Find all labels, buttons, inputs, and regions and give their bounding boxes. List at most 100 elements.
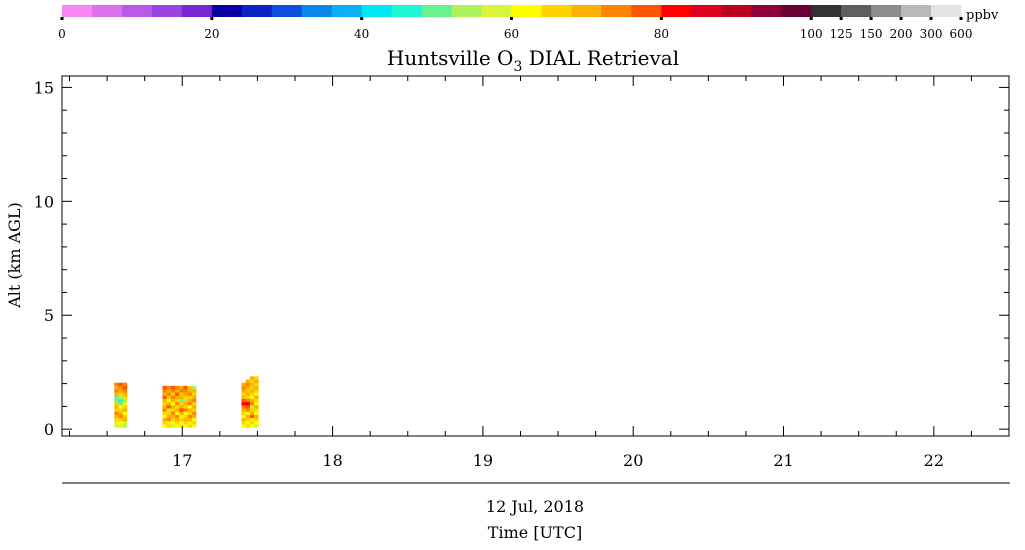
x-tick-label: 19 — [473, 451, 493, 470]
ozone-cell — [175, 385, 180, 390]
colorbar-swatch — [781, 5, 812, 17]
colorbar-swatch — [91, 5, 123, 17]
ozone-cell — [191, 414, 197, 419]
x-tick-label: 17 — [172, 451, 192, 470]
colorbar-swatch — [181, 5, 213, 17]
ozone-cell — [122, 398, 128, 403]
colorbar-swatch — [121, 5, 153, 17]
colorbar-tick-label: 600 — [950, 27, 973, 41]
ozone-cell — [241, 408, 246, 412]
colorbar-swatch — [661, 5, 692, 17]
ozone-cell — [175, 408, 180, 412]
ozone-cell — [245, 392, 251, 396]
ozone-cell — [254, 401, 259, 406]
ozone-cell — [191, 411, 197, 415]
ozone-cell — [175, 392, 180, 396]
ozone-cell — [114, 392, 119, 396]
ozone-cell — [241, 398, 246, 403]
ozone-cell — [183, 392, 188, 396]
ozone-cell — [122, 389, 128, 393]
ozone-cell — [122, 420, 128, 425]
ozone-cell — [118, 414, 124, 419]
y-axis-label: Alt (km AGL) — [5, 202, 24, 309]
ozone-cell — [245, 417, 251, 422]
colorbar-swatch — [481, 5, 512, 17]
ozone-cell — [241, 382, 246, 387]
ozone-cell — [175, 401, 180, 406]
ozone-cell — [187, 408, 193, 412]
colorbar-swatch — [151, 5, 183, 17]
colorbar-swatch — [841, 5, 872, 17]
colorbar-swatch — [811, 5, 842, 17]
ozone-cell — [179, 414, 184, 419]
ozone-cell — [162, 414, 167, 419]
ozone-cell — [166, 395, 172, 399]
ozone-cell — [191, 401, 197, 406]
colorbar-swatch — [901, 5, 932, 17]
colorbar-swatch — [421, 5, 453, 17]
ozone-cell — [179, 424, 184, 428]
ozone-cell — [241, 385, 246, 390]
ozone-cell — [170, 385, 176, 390]
ozone-cell — [249, 385, 255, 390]
ozone-cell — [254, 389, 259, 393]
ozone-cell — [241, 405, 246, 409]
colorbar-swatch — [511, 5, 542, 17]
plot-frame — [61, 75, 1010, 437]
ozone-cell — [118, 408, 124, 412]
colorbar-swatch — [691, 5, 722, 17]
ozone-cell — [191, 420, 197, 425]
ozone-cell — [249, 401, 255, 406]
colorbar-swatch — [931, 5, 962, 17]
ozone-cell — [241, 417, 246, 422]
ozone-cell — [170, 414, 176, 419]
ozone-cell — [187, 401, 193, 406]
ozone-cell — [191, 392, 197, 396]
ozone-cell — [249, 424, 255, 428]
ozone-cell — [254, 411, 259, 415]
ozone-cell — [170, 392, 176, 396]
ozone-cell — [122, 424, 128, 428]
ozone-cell — [183, 389, 188, 393]
ozone-cell — [187, 392, 193, 396]
colorbar-tick-label: 60 — [504, 27, 519, 41]
ozone-cell — [245, 389, 251, 393]
ozone-cell — [254, 414, 259, 419]
ozone-cell — [183, 385, 188, 390]
ozone-cell — [118, 389, 124, 393]
ozone-cell — [122, 382, 128, 387]
ozone-cell — [166, 408, 172, 412]
colorbar-swatch — [301, 5, 333, 17]
colorbar-swatch — [62, 5, 93, 17]
ozone-cell — [166, 414, 172, 419]
ozone-cell — [170, 398, 176, 403]
colorbar-swatch — [721, 5, 752, 17]
ozone-cell — [241, 395, 246, 399]
ozone-cell — [179, 398, 184, 403]
ozone-cell — [187, 420, 193, 425]
colorbar-swatch — [751, 5, 782, 17]
ozone-cell — [254, 424, 259, 428]
ozone-cell — [245, 424, 251, 428]
ozone-cell — [245, 414, 251, 419]
ozone-cell — [249, 379, 255, 383]
ozone-cell — [179, 389, 184, 393]
ozone-cell — [118, 417, 124, 422]
ozone-cell — [183, 395, 188, 399]
ozone-cell — [179, 405, 184, 409]
ozone-cell — [166, 424, 172, 428]
ozone-cell — [162, 392, 167, 396]
ozone-cell — [245, 401, 251, 406]
ozone-cell — [166, 389, 172, 393]
ozone-cell — [114, 405, 119, 409]
ozone-cell — [118, 411, 124, 415]
colorbar-swatch — [871, 5, 902, 17]
ozone-cell — [254, 420, 259, 425]
ozone-cell — [114, 420, 119, 425]
colorbar-swatch — [451, 5, 483, 17]
ozone-cell — [187, 405, 193, 409]
ozone-cell — [162, 420, 167, 425]
y-tick-label: 10 — [34, 192, 54, 211]
ozone-cell — [249, 420, 255, 425]
ozone-cell — [122, 405, 128, 409]
